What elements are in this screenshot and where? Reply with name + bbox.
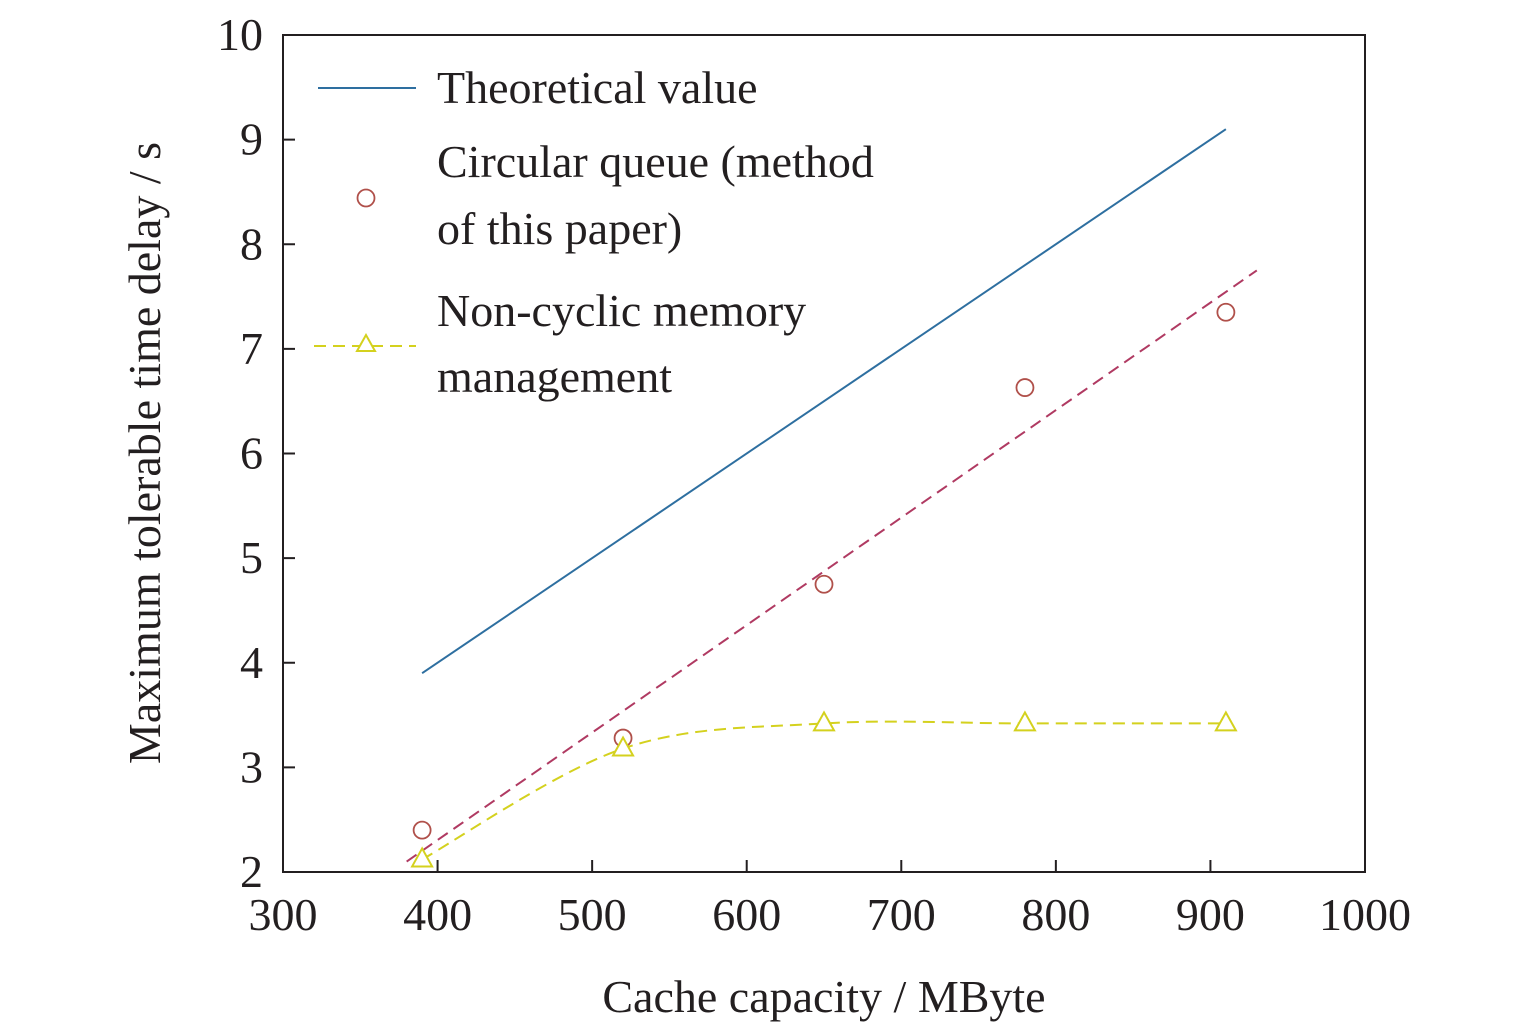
series-line-non-cyclic xyxy=(421,720,1226,861)
data-point-circular-queue xyxy=(1216,302,1236,322)
x-axis-label: Cache capacity / MByte xyxy=(602,971,1045,1022)
data-point-non-cyclic xyxy=(812,710,836,732)
data-point-non-cyclic xyxy=(1214,710,1238,732)
y-axis-label: Maximum tolerable time delay / s xyxy=(119,142,170,764)
x-tick-label: 600 xyxy=(712,889,781,940)
legend-label-theoretical: Theoretical value xyxy=(437,62,758,113)
data-point-non-cyclic xyxy=(611,735,635,757)
legend: Theoretical value Circular queue (method… xyxy=(314,62,874,402)
legend-label-circular-queue-line1: Circular queue (method xyxy=(437,136,874,187)
data-point-circular-queue xyxy=(1015,378,1035,397)
y-tick-label: 3 xyxy=(240,741,263,792)
y-tick-label: 5 xyxy=(240,532,263,583)
x-tick-label: 1000 xyxy=(1319,889,1411,940)
data-point-circular-queue xyxy=(412,820,432,840)
data-point-circular-queue xyxy=(814,574,834,594)
series-fit-line-circular-queue xyxy=(406,269,1258,863)
data-point-non-cyclic xyxy=(410,846,434,868)
x-tick-label: 500 xyxy=(558,889,627,940)
y-axis-ticks: 2 3 4 5 6 7 8 9 10 xyxy=(217,9,295,897)
legend-label-noncyclic-line2: management xyxy=(437,351,672,402)
legend-label-noncyclic-line1: Non-cyclic memory xyxy=(437,285,806,336)
x-tick-label: 800 xyxy=(1021,889,1090,940)
x-tick-label: 300 xyxy=(249,889,318,940)
series-line-theoretical-value xyxy=(421,128,1227,675)
legend-swatch-circular-queue xyxy=(356,188,376,208)
y-tick-label: 6 xyxy=(240,428,263,479)
y-tick-label: 9 xyxy=(240,114,263,165)
legend-swatch-noncyclic-marker xyxy=(355,332,377,352)
y-tick-label: 4 xyxy=(240,637,263,688)
y-tick-label: 2 xyxy=(240,846,263,897)
y-tick-label: 7 xyxy=(240,323,263,374)
x-tick-label: 400 xyxy=(403,889,472,940)
legend-label-circular-queue-line2: of this paper) xyxy=(437,203,682,254)
y-tick-label: 8 xyxy=(240,218,263,269)
series-layer xyxy=(406,128,1258,868)
y-tick-label: 10 xyxy=(217,9,263,60)
x-axis-ticks: 300 400 500 600 700 800 900 1000 xyxy=(249,860,1411,940)
data-point-non-cyclic xyxy=(1013,710,1037,732)
x-tick-label: 900 xyxy=(1176,889,1245,940)
x-tick-label: 700 xyxy=(867,889,936,940)
